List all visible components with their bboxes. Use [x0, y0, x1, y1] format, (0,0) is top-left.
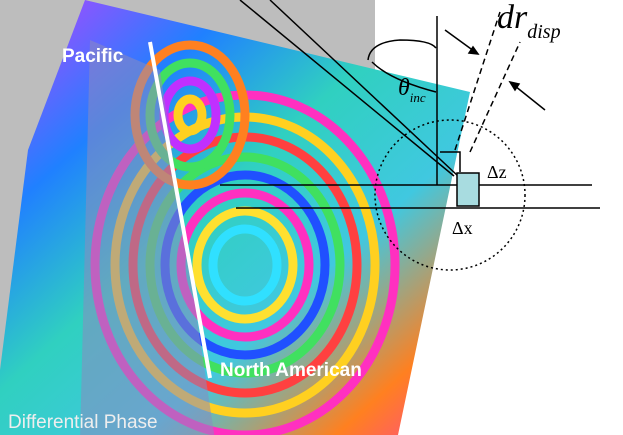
dx-label: Δx [452, 218, 473, 238]
caption: Differential Phase [8, 412, 158, 433]
subscript: disp [527, 21, 560, 43]
plate-label: North American [220, 360, 362, 381]
page: {"image_labels": {"plate_left": "Pacific… [0, 0, 623, 435]
subscript: inc [410, 90, 426, 105]
dz-label: Δz [487, 162, 507, 182]
figure: Pacific North American Differential Phas… [0, 0, 623, 435]
displacement-label: drdisp [497, 0, 561, 43]
plate-label: Pacific [62, 46, 124, 67]
symbol: θ [398, 75, 410, 101]
symbol: dr [497, 0, 528, 36]
marker [431, 0, 443, 16]
